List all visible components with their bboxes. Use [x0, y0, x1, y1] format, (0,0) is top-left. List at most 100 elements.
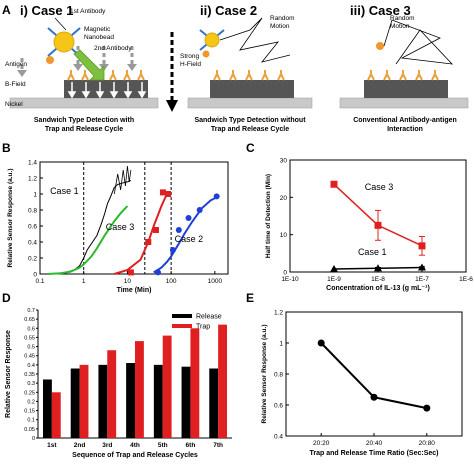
- case2-sensor: Random Motion Sandwich Type Detection wi…: [187, 15, 313, 133]
- chart-b-series-line: [113, 193, 172, 275]
- case2-surface-antibodies: [213, 70, 285, 81]
- chart-d-bar-release: [126, 363, 135, 438]
- chart-d-ytick-label: 0.7: [27, 308, 35, 314]
- antigen-shape: [46, 56, 54, 64]
- chart-d: 0 0.05 0.1 0.15 0.2 0.25 0.3 0.35 0.4 0.45 0.5 0.55…: [5, 308, 232, 459]
- first-antibody-pointer: [54, 17, 67, 31]
- chart-d-bar-trap: [51, 392, 61, 438]
- chart-c-xtick-label: 1E-6: [459, 276, 473, 283]
- chart-d-bar-release: [42, 379, 52, 438]
- chart-b-series-line: [153, 195, 219, 274]
- case3-caption-1: Conventional Antibody-antigen: [353, 117, 457, 124]
- chart-d-category-label: 7th: [213, 442, 223, 449]
- case3-surface-antibodies: [367, 70, 439, 81]
- chart-c-xtick-label: 1E-10: [281, 276, 299, 283]
- chart-d-category-label: 1st: [47, 442, 57, 449]
- chart-e-point: [317, 339, 325, 347]
- chart-d-category-label: 4th: [130, 442, 140, 449]
- chart-b-xtick-label: 0.1: [35, 278, 44, 285]
- chart-d-ytick-label: 0: [32, 436, 35, 442]
- chart-e-plot-frame: [285, 311, 463, 437]
- chart-e-ytick-label: 0.4: [274, 434, 283, 441]
- chart-c-legend-case1: Case 1: [358, 247, 387, 257]
- case2-random-path: [219, 17, 291, 63]
- panel-c-label: C: [246, 141, 255, 155]
- chart-b-point: [213, 193, 220, 200]
- chart-e-point: [423, 404, 431, 412]
- case2-random-label-1: Random: [270, 15, 295, 22]
- chart-e-ytick-label: 0.6: [274, 403, 283, 410]
- strong-label-1: Strong: [180, 53, 200, 60]
- green-arrow: [73, 49, 105, 81]
- nanobead-label-1: Magnetic: [84, 26, 111, 33]
- case2-caption-2: Trap and Release Cycle: [211, 126, 289, 133]
- case1-caption-2: Trap and Release Cycle: [45, 126, 123, 133]
- chart-c-point: [330, 265, 338, 273]
- chart-b-series-line: [47, 205, 129, 275]
- nanobead-shape: [53, 31, 75, 53]
- chart-c: 0 10 20 30 1E-10 1E-9 1E-8 1E-7 1E-6 Case 3 Case 1…: [265, 158, 473, 293]
- case3-random-label-1: Random: [390, 15, 415, 22]
- chart-d-category-label: 2nd: [74, 442, 86, 449]
- chart-b-xtick-label: 1000: [208, 278, 223, 285]
- chart-b-ytick-label: 0.2: [28, 256, 37, 263]
- chart-d-ytick-label: 0.45: [24, 354, 35, 360]
- chart-d-ytick-label: 0.55: [24, 335, 35, 341]
- chart-b-point: [127, 269, 134, 276]
- case3-nickel-pad: [364, 80, 448, 98]
- chart-d-bar-trap: [190, 328, 200, 438]
- chart-b-point: [175, 227, 182, 233]
- case3-random-path: [383, 19, 454, 65]
- chart-d-ytick-label: 0.65: [24, 317, 35, 323]
- chart-b-point: [165, 191, 172, 197]
- panel-d: D 0 0.05 0.1 0.15 0.2 0.25 0.3 0.35 0.4 0.45 0.5 0.…: [2, 291, 232, 459]
- chart-d-bar-trap: [135, 341, 144, 438]
- chart-b-annotation-case3: Case 3: [106, 222, 135, 232]
- chart-b-point: [145, 239, 152, 245]
- case2-caption-1: Sandwich Type Detection without: [194, 117, 306, 124]
- panel-b: B 0 0.2 0.4 0.6 0.8 1 1.2 1.4 0.1 1 10 100 1000 Case …: [2, 141, 229, 294]
- chart-b-point: [154, 269, 161, 276]
- chart-e-category-label: 20:80: [419, 440, 436, 447]
- case3-antigen: [376, 42, 384, 50]
- chart-b-point: [185, 215, 192, 221]
- first-antibody-label: 1st Antibody: [70, 8, 106, 15]
- panel-e-label: E: [246, 291, 254, 305]
- chart-b-xtick-label: 100: [166, 278, 177, 285]
- magnetic-nanobead-complex: [46, 27, 81, 64]
- chart-d-ytick-label: 0.15: [24, 409, 35, 415]
- chart-c-ytick-label: 30: [280, 158, 288, 165]
- chart-d-bar-trap: [218, 324, 228, 438]
- chart-c-ylabel: Half time of Detection (Min): [265, 174, 272, 258]
- chart-d-bar-release: [98, 364, 108, 438]
- chart-d-legend-label: Release: [196, 314, 222, 321]
- case3-sensor: Random Motion Conventional Antibody-anti…: [339, 15, 469, 133]
- chart-d-xlabel: Sequence of Trap and Release Cycles: [72, 452, 198, 459]
- chart-b-point: [169, 247, 176, 253]
- chart-d-legend-label: Trap: [196, 324, 210, 331]
- chart-b-xlabel: Time (Min): [117, 287, 152, 294]
- chart-b-plot-frame: [39, 161, 229, 275]
- chart-c-xtick-label: 1E-7: [415, 276, 429, 283]
- case3-substrate: [339, 97, 469, 109]
- chart-b-case1-oscillation: [113, 165, 132, 195]
- nickel-label: Nickel: [5, 101, 23, 108]
- case1-nickel-pad: [64, 80, 148, 98]
- chart-c-point: [418, 263, 426, 271]
- case1-surface-antibodies: [67, 70, 145, 81]
- chart-b-annotation-case2: Case 2: [175, 234, 204, 244]
- chart-d-bar-trap: [162, 335, 172, 438]
- chart-d-bar-trap: [79, 364, 89, 438]
- chart-d-ytick-label: 0.2: [27, 399, 35, 405]
- chart-e-category-label: 20:20: [313, 440, 330, 447]
- second-antibody-label: 2nd Antibody: [94, 45, 132, 52]
- chart-b-ytick-label: 1: [33, 192, 37, 199]
- chart-b-ytick-label: 0: [33, 272, 37, 279]
- chart-d-ylabel: Relative Sensor Response: [5, 330, 12, 418]
- chart-d-ytick-label: 0.35: [24, 372, 35, 378]
- chart-d-ytick-label: 0.5: [27, 345, 35, 351]
- chart-d-ytick-label: 0.1: [27, 418, 35, 424]
- chart-c-point: [374, 221, 382, 229]
- chart-d-category-label: 3rd: [102, 442, 112, 449]
- chart-b-ytick-label: 0.6: [28, 224, 37, 231]
